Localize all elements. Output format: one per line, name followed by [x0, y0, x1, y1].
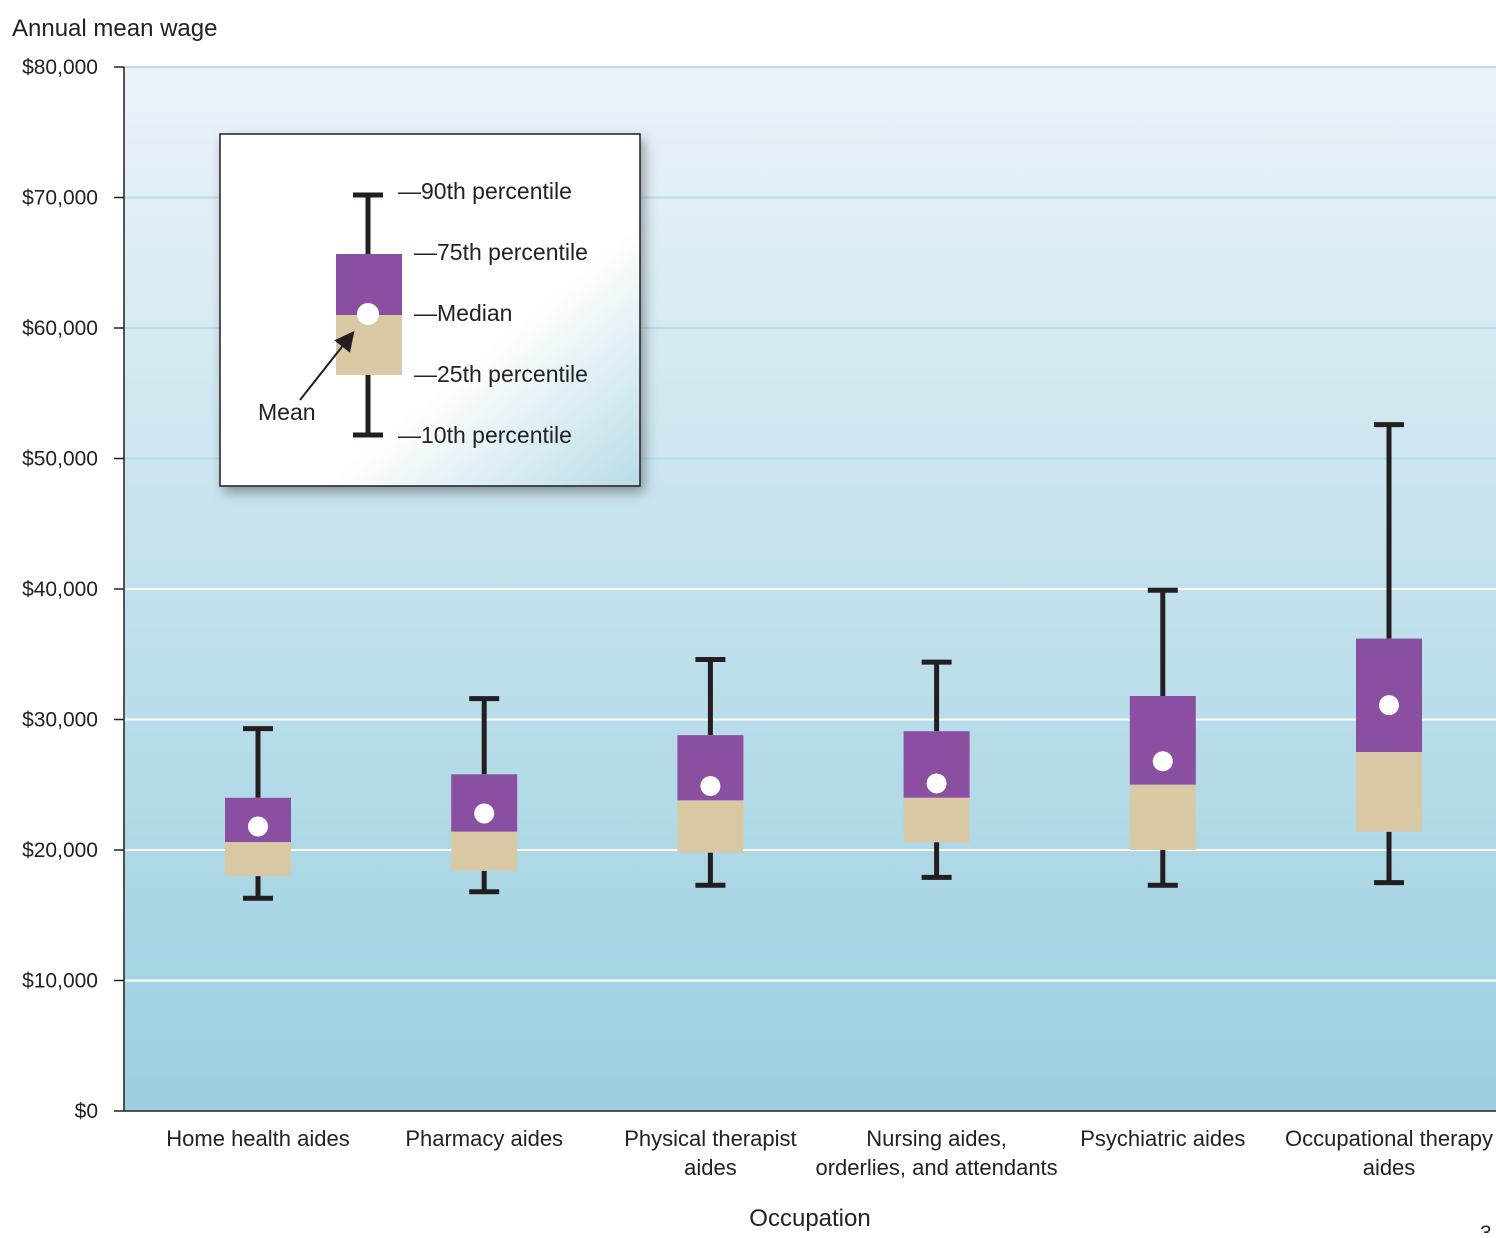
- legend-label-p90: —90th percentile: [398, 178, 572, 204]
- legend: —90th percentile —75th percentile —Media…: [219, 133, 641, 487]
- box-series: [225, 422, 1422, 901]
- mean-dot: [1379, 695, 1399, 716]
- legend-label-mean: Mean: [258, 399, 316, 425]
- box-group: [225, 726, 291, 901]
- box-group: [903, 659, 970, 880]
- legend-label-p75: —75th percentile: [414, 239, 588, 265]
- y-tick-labels: $0 $10,000 $20,000 $30,000 $40,000 $50,000 $60…: [22, 56, 124, 1123]
- category-label: Nursing aides, orderlies, and attendants: [816, 1126, 1058, 1180]
- legend-label-p10: —10th percentile: [398, 422, 572, 448]
- category-label-line: Psychiatric aides: [1080, 1126, 1245, 1151]
- category-label: Psychiatric aides: [1080, 1126, 1245, 1151]
- box-group: [677, 656, 744, 888]
- category-label: Occupational therapy aides: [1285, 1126, 1493, 1180]
- y-tick-label: $70,000: [22, 187, 98, 210]
- x-axis-title: Occupation: [749, 1205, 870, 1232]
- y-tick-label: $60,000: [22, 317, 98, 340]
- box-lower: [1356, 752, 1422, 832]
- box-group: [451, 696, 518, 895]
- box-lower: [1129, 784, 1196, 850]
- y-tick-label: $40,000: [22, 578, 98, 601]
- category-labels: Home health aides Pharmacy aides Physical …: [166, 1126, 1493, 1180]
- box-lower: [903, 797, 970, 843]
- category-label-line: Nursing aides,: [866, 1126, 1007, 1151]
- gridlines: [124, 66, 1496, 982]
- y-tick-label: $10,000: [22, 970, 98, 993]
- y-tick-label: $80,000: [22, 56, 98, 79]
- category-label: Physical therapist aides: [624, 1126, 796, 1180]
- category-label: Home health aides: [166, 1126, 349, 1151]
- legend-mean-arrow: [299, 330, 355, 401]
- mean-dot: [474, 803, 495, 824]
- legend-box: [219, 133, 641, 487]
- y-tick-label: $0: [75, 1100, 98, 1123]
- y-tick-label: $20,000: [22, 839, 98, 862]
- mean-dot: [1152, 751, 1173, 772]
- mean-dot: [248, 816, 268, 837]
- box-lower: [225, 842, 291, 877]
- y-tick-label: $50,000: [22, 448, 98, 471]
- legend-mean-dot: [357, 303, 379, 325]
- category-label-line: Home health aides: [166, 1126, 349, 1151]
- category-label: Pharmacy aides: [405, 1126, 563, 1151]
- box-group: [1129, 587, 1196, 888]
- legend-label-median: —Median: [414, 300, 512, 326]
- box-lower: [677, 800, 744, 853]
- box-group: [1356, 422, 1422, 886]
- legend-label-p25: —25th percentile: [414, 361, 588, 387]
- box-upper: [1129, 696, 1196, 785]
- category-label-line: Pharmacy aides: [405, 1126, 563, 1151]
- category-label-line: aides: [684, 1155, 737, 1180]
- category-label-line: orderlies, and attendants: [816, 1155, 1058, 1180]
- corner-note: 3: [1480, 1222, 1492, 1233]
- category-label-line: Occupational therapy: [1285, 1126, 1493, 1151]
- category-label-line: Physical therapist: [624, 1126, 796, 1151]
- y-axis-title: Annual mean wage: [12, 15, 217, 42]
- mean-dot: [700, 776, 721, 797]
- box-lower: [451, 831, 518, 871]
- y-tick-label: $30,000: [22, 709, 98, 732]
- category-label-line: aides: [1363, 1155, 1416, 1180]
- mean-dot: [926, 773, 947, 794]
